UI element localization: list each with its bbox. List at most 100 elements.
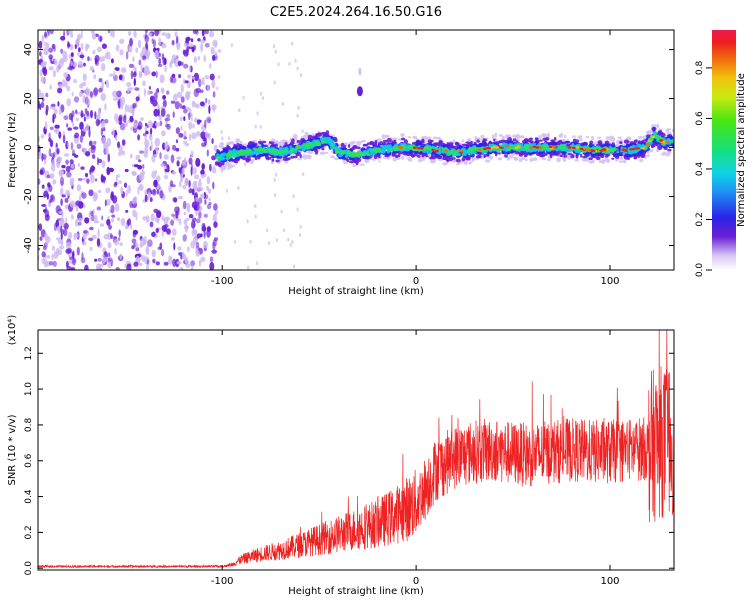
noise-speckle xyxy=(70,267,76,270)
noise-speckle xyxy=(176,156,182,160)
ridge-cell xyxy=(570,154,575,159)
noise-speckle xyxy=(130,223,133,230)
ridge-cell xyxy=(226,163,232,167)
noise-speckle xyxy=(146,264,150,270)
noise-speckle xyxy=(61,164,66,169)
noise-speckle xyxy=(60,198,63,206)
noise-speckle xyxy=(43,42,49,46)
ridge-cell xyxy=(446,157,450,163)
noise-speckle xyxy=(191,76,196,80)
ridge-hotspot xyxy=(623,149,628,152)
noise-speckle xyxy=(94,111,97,120)
ridge-cell xyxy=(541,157,547,161)
ridge-cell xyxy=(305,143,309,146)
ridge-cell xyxy=(222,148,228,152)
noise-speckle xyxy=(243,162,247,167)
noise-speckle xyxy=(156,210,162,219)
noise-speckle xyxy=(113,71,116,77)
noise-speckle xyxy=(94,178,98,182)
ridge-cell xyxy=(467,138,472,142)
noise-speckle xyxy=(151,188,157,196)
noise-speckle xyxy=(209,63,212,69)
noise-speckle xyxy=(38,178,41,185)
ridge-cell xyxy=(454,142,459,145)
noise-speckle xyxy=(302,172,305,177)
noise-speckle xyxy=(108,224,112,230)
noise-speckle xyxy=(48,132,51,139)
noise-speckle xyxy=(44,214,50,222)
ridge-cell xyxy=(497,152,501,155)
noise-speckle xyxy=(109,233,113,240)
ridge-cell xyxy=(239,152,244,156)
ridge-cell xyxy=(476,139,480,143)
noise-speckle xyxy=(273,80,276,85)
ridge-cell xyxy=(339,156,345,159)
noise-speckle xyxy=(173,93,178,102)
colorbar-label: Normalized spectral amplitude xyxy=(736,73,747,227)
noise-speckle xyxy=(145,123,148,127)
noise-speckle xyxy=(169,180,174,187)
noise-speckle xyxy=(186,206,191,213)
noise-speckle xyxy=(148,86,151,90)
ridge-cell xyxy=(370,148,375,152)
noise-speckle xyxy=(72,122,75,127)
noise-speckle xyxy=(130,70,134,80)
noise-speckle xyxy=(178,133,184,138)
ridge-cell xyxy=(667,148,672,152)
spectrogram-y-ticks: -40 -20 0 20 40 xyxy=(23,43,674,254)
noise-speckle xyxy=(155,261,160,266)
noise-speckle xyxy=(60,225,63,234)
noise-speckle xyxy=(97,189,102,193)
noise-speckle xyxy=(74,218,79,227)
noise-speckle xyxy=(151,170,157,179)
noise-speckle xyxy=(138,59,142,66)
noise-speckle xyxy=(109,73,114,77)
noise-speckle xyxy=(82,177,88,181)
ridge-hotspot xyxy=(419,147,424,150)
ridge-cell xyxy=(227,151,232,155)
noise-speckle xyxy=(191,188,195,196)
noise-speckle xyxy=(183,116,186,121)
ridge-cell xyxy=(591,136,594,141)
noise-speckle xyxy=(119,253,123,260)
ridge-cell xyxy=(256,151,260,155)
ridge-cell xyxy=(263,144,268,148)
noise-speckle xyxy=(53,108,58,115)
noise-speckle xyxy=(147,120,153,128)
ridge-cell xyxy=(271,158,275,162)
noise-speckle xyxy=(134,87,140,91)
ridge-cell xyxy=(461,139,465,142)
noise-speckle xyxy=(246,219,249,224)
noise-speckle xyxy=(291,41,294,46)
noise-speckle xyxy=(58,108,62,116)
colorbar-tick-label: 0.0 xyxy=(695,263,705,278)
ridge-cell xyxy=(379,141,383,144)
noise-speckle xyxy=(181,105,186,110)
x-tick-label: -100 xyxy=(211,276,234,287)
noise-speckle xyxy=(125,189,128,198)
noise-speckle xyxy=(84,172,89,178)
spectrogram-x-ticks: -100 0 100 xyxy=(211,30,620,287)
noise-speckle xyxy=(46,254,51,259)
ridge-hotspot xyxy=(651,135,655,139)
noise-speckle xyxy=(197,119,202,123)
noise-speckle xyxy=(167,258,173,265)
ridge-cell xyxy=(285,157,290,161)
noise-speckle xyxy=(73,61,78,67)
noise-speckle xyxy=(144,125,148,132)
noise-speckle xyxy=(176,160,180,167)
noise-speckle xyxy=(101,160,106,169)
noise-speckle xyxy=(92,49,96,55)
noise-speckle xyxy=(97,46,102,53)
ridge-cell xyxy=(319,151,326,155)
noise-speckle xyxy=(58,131,62,139)
noise-speckle xyxy=(151,231,156,238)
noise-speckle xyxy=(57,84,64,88)
noise-speckle xyxy=(157,63,163,67)
noise-speckle xyxy=(71,91,74,97)
noise-speckle xyxy=(205,133,209,139)
ridge-cell xyxy=(652,124,658,128)
noise-speckle xyxy=(190,260,196,267)
noise-speckle xyxy=(87,104,90,108)
noise-speckle xyxy=(98,87,103,93)
